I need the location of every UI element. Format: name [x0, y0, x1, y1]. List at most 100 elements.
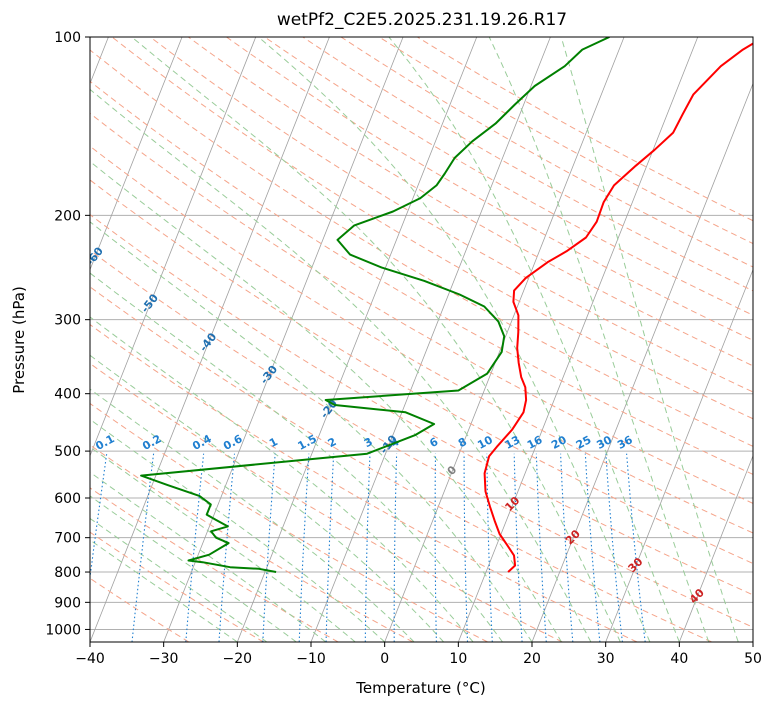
dry-adiabat — [417, 37, 753, 222]
moist-adiabat — [90, 388, 415, 642]
dry-adiabat — [226, 37, 753, 341]
y-tick-label: 500 — [54, 444, 81, 460]
mixing-ratio-label: 0.2 — [140, 432, 163, 453]
mixing-ratio-line — [262, 453, 276, 642]
y-tick-label: 400 — [54, 387, 81, 403]
moist-adiabat — [258, 37, 651, 642]
dry-adiabat — [90, 286, 712, 642]
mixing-ratio-label: 6 — [427, 435, 440, 450]
mixing-ratio-line — [535, 453, 547, 642]
x-tick-label: 50 — [744, 651, 762, 667]
dry-adiabat — [90, 444, 414, 642]
moist-adiabat — [90, 160, 562, 642]
mixing-ratio-line — [298, 453, 310, 642]
mixing-ratio-label: 0.1 — [93, 432, 116, 453]
isotherm-line — [531, 82, 753, 642]
y-tick-label: 300 — [54, 313, 81, 329]
y-tick-label: 200 — [54, 208, 81, 224]
y-tick-label: 700 — [54, 531, 81, 547]
isotherm-line — [678, 454, 753, 642]
moist-adiabat — [90, 517, 268, 642]
isotherm-line — [236, 37, 478, 642]
moist-adiabat — [90, 418, 386, 642]
y-tick-label: 900 — [54, 595, 81, 611]
y-axis-title: Pressure (hPa) — [10, 286, 28, 394]
isotherm-line — [90, 37, 257, 457]
mixing-ratio-label: 16 — [525, 433, 545, 452]
x-axis-title: Temperature (°C) — [355, 679, 485, 697]
dry-adiabat — [302, 37, 753, 292]
x-tick-label: −10 — [296, 651, 326, 667]
isotherm-line — [605, 268, 753, 642]
dry-adiabat — [90, 112, 753, 504]
moist-adiabat — [90, 446, 356, 642]
isotherm-line — [457, 37, 699, 642]
x-tick-label: −30 — [149, 651, 179, 667]
dry-adiabat — [90, 145, 753, 534]
mixing-ratio-line — [560, 453, 574, 642]
mixing-ratio-line — [486, 453, 493, 642]
adiabat-label: 10 — [502, 494, 522, 514]
axis-ticks: −40 −30 −20 −10 0 10 20 30 40 5010020030040050060… — [45, 30, 762, 667]
isotherm-label: -30 — [258, 363, 281, 387]
isotherm-label: -40 — [197, 330, 220, 354]
dry-adiabat — [90, 577, 190, 642]
mixing-ratio-label: 8 — [456, 435, 469, 450]
moist-adiabat — [90, 471, 327, 642]
isotherm-line — [90, 37, 330, 642]
mixing-ratio-line — [434, 453, 437, 642]
isotherm-line — [163, 37, 404, 642]
dry-adiabat — [90, 80, 753, 475]
mixing-ratio-label: 25 — [574, 433, 594, 452]
isotherm-line — [752, 640, 753, 642]
dry-adiabat — [90, 214, 753, 596]
dry-adiabat — [188, 37, 753, 367]
x-tick-label: −20 — [223, 651, 253, 667]
isotherm-line — [90, 37, 183, 271]
dewpoint-profile-line — [140, 37, 610, 573]
temperature-profile-line — [483, 42, 753, 573]
adiabat-label: 40 — [687, 586, 707, 606]
profile-lines — [140, 37, 753, 573]
plot-area — [90, 37, 753, 642]
x-tick-label: 40 — [670, 651, 688, 667]
mixing-ratio-label: 2 — [326, 435, 339, 450]
chart-title: wetPf2_C2E5.2025.231.19.26.R17 — [277, 10, 567, 30]
moist-adiabat — [560, 37, 739, 642]
mixing-ratio-label: 20 — [549, 433, 569, 452]
moist-adiabat — [488, 37, 710, 642]
moist-adiabat — [131, 37, 621, 642]
dry-adiabat — [149, 37, 753, 393]
y-tick-label: 800 — [54, 565, 81, 581]
mixing-ratio-line — [393, 453, 398, 642]
y-tick-label: 600 — [54, 491, 81, 507]
mixing-ratio-label: 30 — [594, 433, 614, 452]
moist-adiabat — [388, 37, 680, 642]
x-tick-label: −40 — [75, 651, 105, 667]
adiabat-label: 0 — [445, 463, 460, 478]
dry-adiabat — [340, 37, 753, 268]
mixing-ratio-label: 0.4 — [190, 432, 214, 453]
mixing-ratio-label: 36 — [615, 433, 635, 452]
moist-adiabat — [90, 88, 592, 642]
moist-adiabat — [90, 272, 503, 642]
moist-adiabat — [90, 316, 474, 642]
mixing-ratio-label: 10 — [475, 433, 495, 452]
dry-adiabat — [90, 531, 264, 642]
moist-adiabat — [90, 539, 238, 642]
y-tick-label: 1000 — [45, 622, 81, 638]
mixing-ratio-label: 0.6 — [221, 432, 245, 453]
moist-adiabat — [90, 354, 444, 642]
x-tick-label: 30 — [597, 651, 615, 667]
isotherm-label: -60 — [83, 244, 106, 268]
dry-adiabat — [90, 362, 563, 642]
isotherm-label: -70 — [33, 187, 56, 211]
mixing-ratio-line — [364, 453, 371, 642]
dry-adiabat — [378, 37, 753, 245]
mixing-ratio-line — [325, 453, 335, 642]
mixing-ratio-line — [584, 453, 601, 642]
dry-adiabat — [264, 37, 753, 316]
y-tick-label: 100 — [54, 30, 81, 46]
mixing-ratio-label: 1.5 — [296, 432, 319, 453]
